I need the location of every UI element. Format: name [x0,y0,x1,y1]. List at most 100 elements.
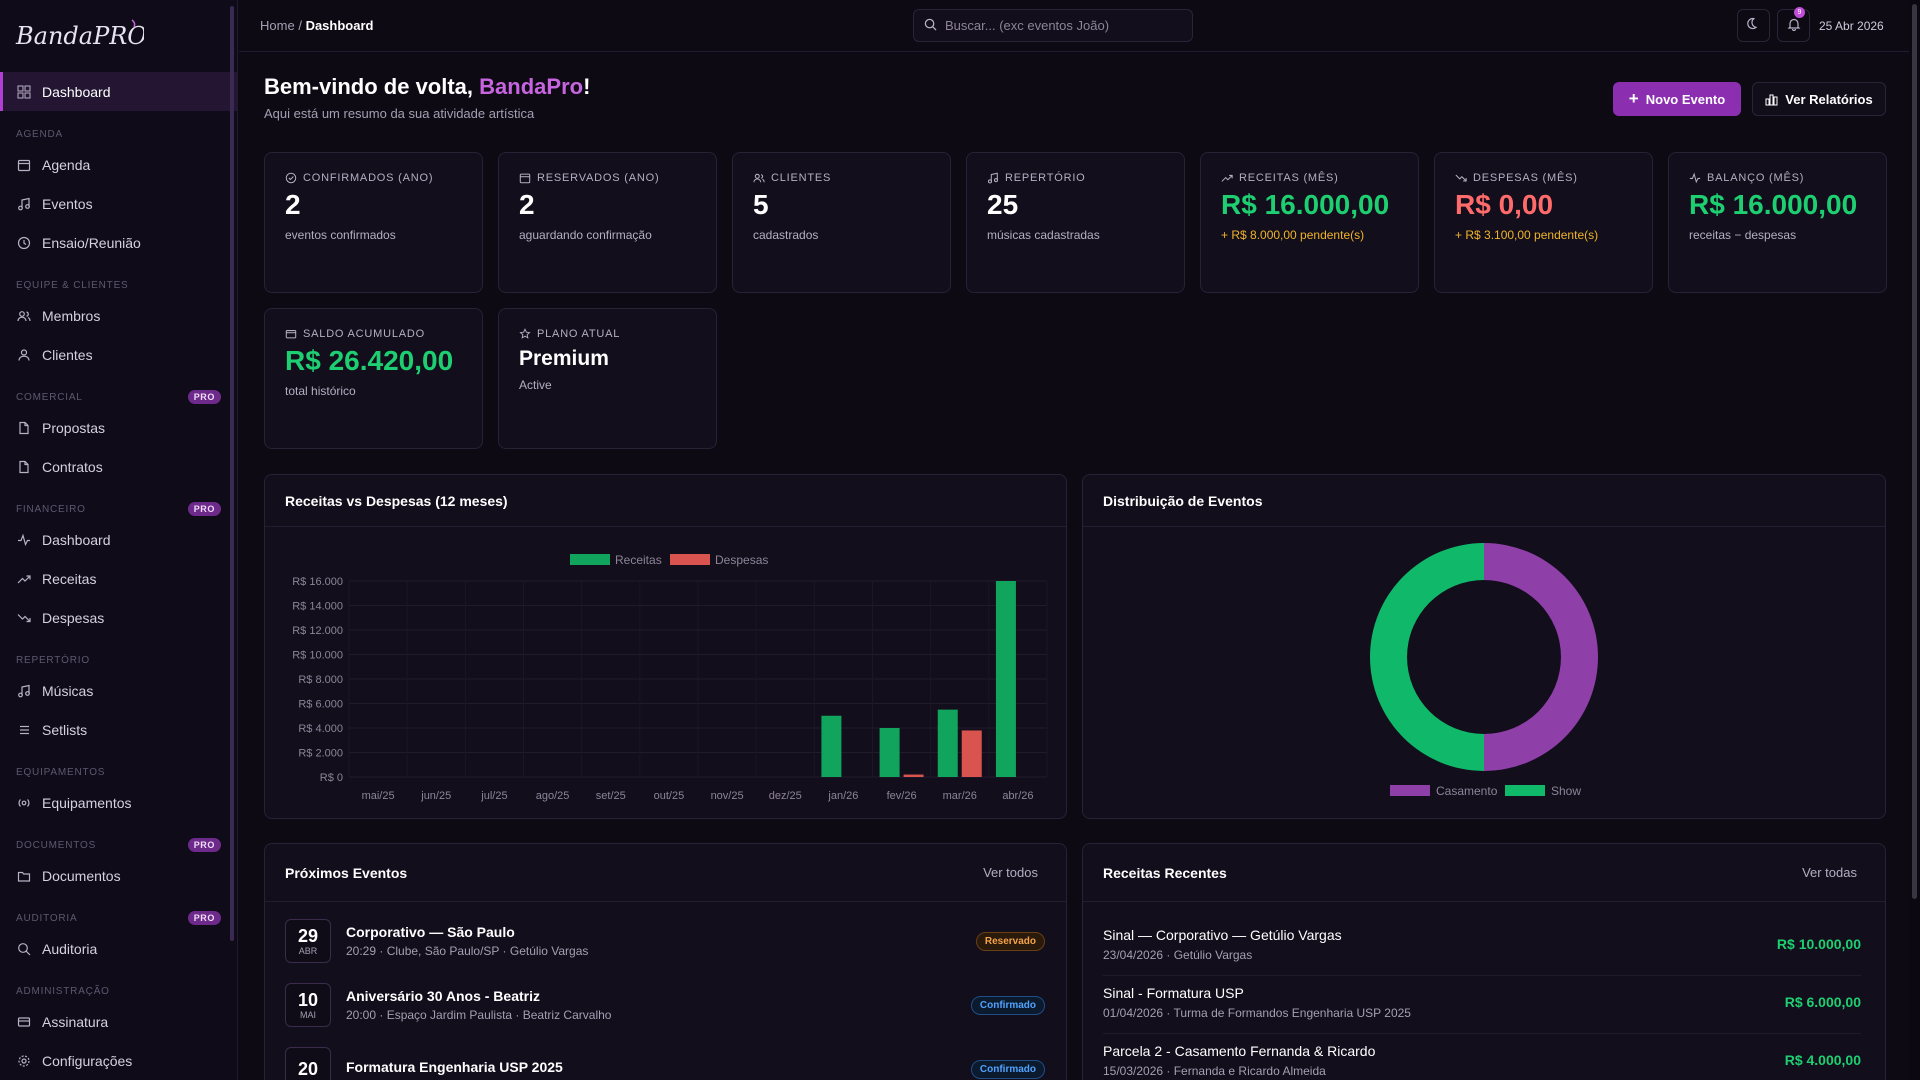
sidebar-item-label: Eventos [42,195,93,212]
stat-card-subtext: músicas cadastradas [987,228,1100,242]
stat-card-value: R$ 0,00 [1455,189,1554,220]
sidebar-section-title: ADMINISTRAÇÃO [16,985,110,997]
stat-card-value: 2 [519,189,535,220]
donut-slice-show[interactable] [1370,543,1484,771]
view-all-events-link[interactable]: Ver todos [983,865,1038,880]
sidebar-nav: Dashboard AGENDA Agenda Eventos Ensaio/Reun… [0,72,237,1080]
event-list-item[interactable]: 20 Formatura Engenharia USP 2025 Confirmad… [285,1042,1045,1080]
bar-receitas-fev-26[interactable] [879,728,900,777]
sidebar-item-dashboard[interactable]: Dashboard [0,72,237,111]
y-tick-label: R$ 16.000 [292,576,343,588]
event-name: Aniversário 30 Anos - Beatriz [346,988,540,1004]
notifications-button[interactable]: 9 [1777,7,1810,42]
sidebar-item-label: Contratos [42,458,103,475]
event-day: 20 [297,1058,319,1079]
receipt-list-item[interactable]: Sinal — Corporativo — Getúlio Vargas 23/0… [1103,918,1861,976]
panel-title: Receitas vs Despesas (12 meses) [285,492,508,509]
stat-card-value: 5 [753,189,769,220]
search-box[interactable] [913,9,1193,42]
legend-swatch-despesas [670,554,710,565]
receipt-list-item[interactable]: Sinal - Formatura USP 01/04/2026 · Turma … [1103,976,1861,1034]
y-tick-label: R$ 14.000 [292,601,343,613]
sidebar-item-repertorio-setlists[interactable]: Setlists [0,710,237,749]
stat-card-label: CLIENTES [753,172,930,184]
sidebar-item-comercial-propostas[interactable]: Propostas [0,408,237,447]
event-distribution-panel: Distribuição de Eventos Casamento Show [1082,474,1886,819]
sidebar-item-auditoria-auditoria[interactable]: Auditoria [0,929,237,968]
stat-card-label-text: BALANÇO (MÊS) [1707,172,1805,184]
x-tick-label: nov/25 [711,790,744,802]
y-tick-label: R$ 8.000 [298,674,343,686]
stat-card-confirmados-ano: CONFIRMADOS (ANO) 2 eventos confirmados [264,152,483,293]
event-list-item[interactable]: 10 MAI Aniversário 30 Anos - Beatriz 20:00 … [285,978,1045,1032]
sidebar-item-agenda-eventos[interactable]: Eventos [0,184,237,223]
bar-despesas-fev-26[interactable] [903,774,924,777]
sidebar-item-equipe-clientes-clientes[interactable]: Clientes [0,335,237,374]
sidebar-scrollbar[interactable] [230,6,234,941]
event-date-box: 20 [285,1047,331,1080]
bar-receitas-mar-26[interactable] [937,709,958,777]
sidebar-item-equipamentos-equipamentos[interactable]: Equipamentos [0,783,237,822]
activity-icon [16,532,32,548]
sidebar-item-financeiro-despesas[interactable]: Despesas [0,598,237,637]
receipt-name: Parcela 2 - Casamento Fernanda & Ricardo [1103,1043,1376,1059]
wallet-icon [285,328,297,340]
sidebar-item-documentos-documentos[interactable]: Documentos [0,856,237,895]
receipt-value: R$ 10.000,00 [1776,936,1861,952]
search-icon [924,18,937,34]
radio-icon [16,795,32,811]
y-tick-label: R$ 2.000 [298,748,343,760]
stat-card-label: RECEITAS (MÊS) [1221,172,1398,184]
sidebar-section-title: EQUIPE & CLIENTES [16,279,129,291]
legend-label-despesas: Despesas [715,553,768,567]
sidebar-item-financeiro-dashboard[interactable]: Dashboard [0,520,237,559]
view-all-receipts-link[interactable]: Ver todas [1802,865,1857,880]
donut-slice-casamento[interactable] [1484,543,1598,771]
event-list-item[interactable]: 29 ABR Corporativo — São Paulo 20:29 · Club… [285,914,1045,968]
sidebar-item-agenda-ensaio-reuniao[interactable]: Ensaio/Reunião [0,223,237,262]
bar-receitas-abr-26[interactable] [995,581,1016,777]
y-tick-label: R$ 0 [320,772,343,784]
page-scrollbar[interactable] [1909,0,1920,1080]
search-input[interactable] [945,18,1185,33]
theme-toggle-button[interactable] [1737,9,1770,42]
x-tick-label: jun/25 [420,790,451,802]
sidebar-item-equipe-clientes-membros[interactable]: Membros [0,296,237,335]
check-circle-icon [285,172,297,184]
receipt-list-item[interactable]: Parcela 2 - Casamento Fernanda & Ricardo… [1103,1034,1861,1080]
breadcrumb-home[interactable]: Home [260,18,295,33]
event-date-box: 10 MAI [285,983,331,1027]
page-subtitle: Aqui está um resumo da sua atividade art… [264,106,535,121]
users-icon [753,172,765,184]
stat-card-label-text: SALDO ACUMULADO [303,328,426,340]
brand-logo[interactable]: BandaPRO [0,0,237,72]
reports-button[interactable]: Ver Relatórios [1752,82,1886,116]
sidebar-item-financeiro-receitas[interactable]: Receitas [0,559,237,598]
sidebar-section-comercial: COMERCIAL PRO [0,374,237,408]
receipt-value: R$ 4.000,00 [1784,1052,1861,1068]
x-tick-label: jan/26 [827,790,858,802]
sidebar-item-agenda-agenda[interactable]: Agenda [0,145,237,184]
sidebar-item-administracao-configuracoes[interactable]: Configurações [0,1041,237,1080]
sidebar-item-repertorio-musicas[interactable]: Músicas [0,671,237,710]
stat-card-saldo-acumulado: SALDO ACUMULADO R$ 26.420,00 total históri… [264,308,483,449]
sidebar-item-administracao-assinatura[interactable]: Assinatura [0,1002,237,1041]
svg-text:BandaPRO: BandaPRO [15,22,144,50]
stat-card-value: R$ 16.000,00 [1221,189,1390,220]
y-tick-label: R$ 12.000 [292,625,343,637]
x-tick-label: dez/25 [769,790,802,802]
moon-icon [1746,17,1761,34]
stat-card-label-text: RECEITAS (MÊS) [1239,172,1339,184]
music-icon [16,683,32,699]
page-scrollbar-thumb[interactable] [1912,4,1917,899]
bar-receitas-jan-26[interactable] [821,715,842,777]
sidebar-section-equipamentos: EQUIPAMENTOS [0,749,237,783]
new-event-button[interactable]: + Novo Evento [1613,82,1741,116]
stat-card-subtext: aguardando confirmação [519,228,652,242]
sidebar-item-comercial-contratos[interactable]: Contratos [0,447,237,486]
notification-count-badge: 9 [1794,7,1805,18]
x-tick-label: ago/25 [536,790,570,802]
stat-card-label-text: PLANO ATUAL [537,328,621,340]
bar-despesas-mar-26[interactable] [961,730,982,777]
reports-button-label: Ver Relatórios [1785,91,1873,107]
